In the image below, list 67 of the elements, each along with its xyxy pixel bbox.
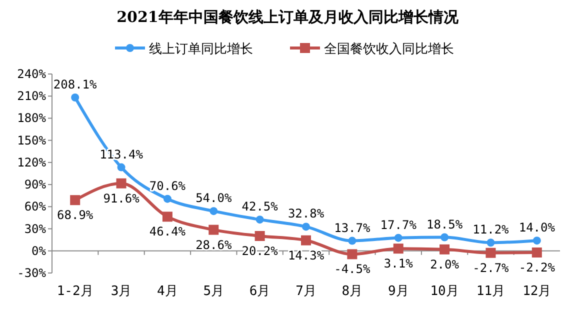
data-label: -4.5%: [334, 262, 372, 276]
data-label: 42.5%: [242, 200, 279, 214]
point: [254, 231, 265, 241]
x-tick-label: 5月: [203, 284, 224, 299]
x-tick-label: 10月: [430, 284, 459, 299]
data-label: 28.6%: [196, 238, 232, 252]
point: [532, 248, 542, 258]
y-tick-label: 30%: [24, 222, 47, 236]
y-tick-label: 210%: [17, 89, 47, 104]
x-tick-label: 11月: [476, 284, 506, 299]
data-label: 54.0%: [196, 191, 232, 206]
y-tick-label: 60%: [24, 200, 47, 214]
point: [301, 235, 311, 246]
point: [486, 248, 496, 258]
data-label: 14.0%: [518, 220, 556, 235]
point: [394, 234, 402, 242]
point: [440, 244, 450, 254]
point: [162, 212, 172, 222]
point: [302, 222, 310, 231]
y-tick-label: 150%: [17, 133, 47, 148]
data-label: 2.0%: [430, 257, 460, 272]
data-label: 13.7%: [334, 220, 372, 235]
data-label: 20.2%: [242, 244, 279, 258]
y-tick-label: 180%: [17, 111, 47, 126]
point: [486, 238, 495, 247]
data-label: 46.4%: [149, 224, 186, 239]
legend-label: 全国餐饮收入同比增长: [324, 41, 454, 56]
data-label: -2.2%: [518, 260, 556, 275]
point: [348, 236, 356, 245]
data-label: 208.1%: [53, 78, 98, 92]
data-label: 68.9%: [57, 208, 94, 222]
x-tick-label: 6月: [249, 284, 270, 299]
x-tick-label: 12月: [522, 284, 552, 299]
data-label: -2.7%: [472, 260, 510, 275]
legend-label: 线上订单同比增长: [149, 41, 253, 56]
point: [163, 194, 172, 203]
data-label: 70.6%: [149, 178, 186, 193]
point: [117, 163, 126, 172]
point: [347, 249, 358, 260]
point: [116, 178, 126, 188]
y-tick-label: 0%: [32, 244, 47, 258]
x-tick-label: 3月: [110, 284, 132, 299]
point: [532, 236, 541, 245]
x-tick-label: 4月: [157, 284, 178, 299]
point: [210, 207, 218, 216]
data-label: 11.2%: [472, 222, 510, 237]
point: [71, 94, 80, 102]
point: [393, 244, 404, 254]
y-tick-label: 120%: [17, 155, 47, 170]
x-tick-label: 8月: [342, 284, 363, 299]
data-label: 32.8%: [288, 206, 325, 221]
x-tick-label: 9月: [388, 284, 409, 299]
x-tick-label: 1-2月: [56, 284, 94, 299]
data-label: 18.5%: [426, 217, 464, 232]
chart-title: 2021年年中国餐饮线上订单及月收入同比增长情况: [116, 8, 460, 26]
y-tick-label: 240%: [17, 67, 47, 81]
point: [256, 216, 264, 224]
y-tick-label: 90%: [24, 178, 47, 192]
data-label: 17.7%: [380, 218, 418, 232]
x-tick-label: 7月: [296, 284, 316, 299]
point: [208, 224, 219, 235]
point: [70, 195, 80, 206]
data-label: 14.3%: [288, 248, 325, 262]
data-label: 91.6%: [103, 191, 140, 206]
y-tick-label: -30%: [17, 266, 47, 280]
point: [440, 233, 449, 242]
data-label: 3.1%: [384, 256, 414, 271]
